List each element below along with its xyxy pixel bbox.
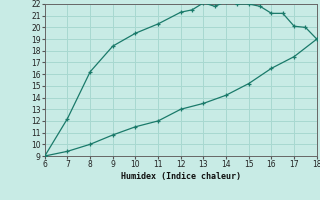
X-axis label: Humidex (Indice chaleur): Humidex (Indice chaleur) [121, 172, 241, 181]
